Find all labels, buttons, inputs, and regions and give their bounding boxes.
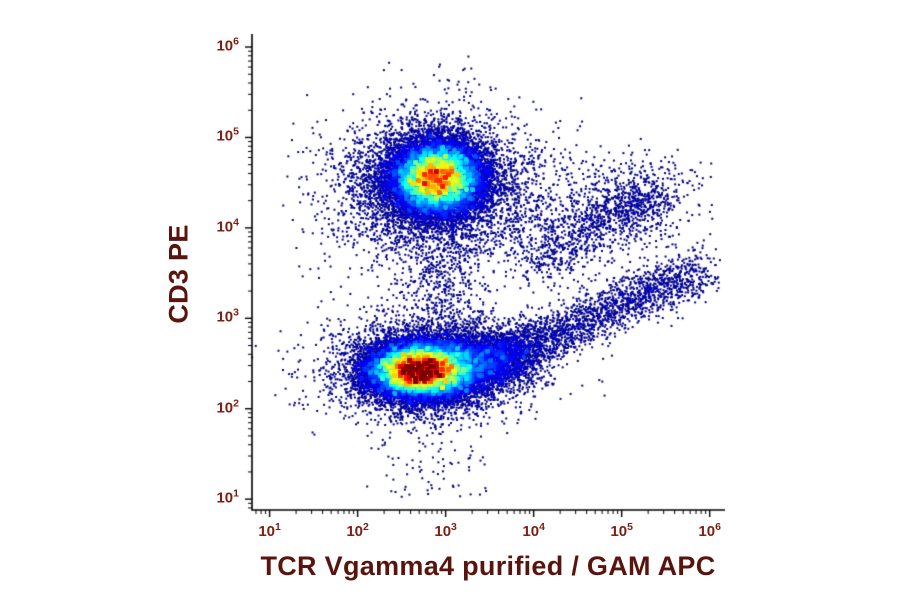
y-tick-label: 101 [216, 487, 239, 507]
y-tick-label: 106 [216, 35, 239, 55]
y-tick-label: 103 [216, 306, 239, 326]
y-tick-label: 104 [216, 216, 239, 236]
y-axis-label: CD3 PE [163, 224, 194, 324]
y-tick-label: 102 [216, 397, 239, 417]
x-tick-label: 105 [610, 521, 633, 540]
x-tick-label: 104 [522, 521, 545, 540]
x-axis-label: TCR Vgamma4 purified / GAM APC [260, 551, 716, 581]
x-tick-label: 101 [258, 521, 281, 540]
y-tick-label: 105 [216, 125, 239, 145]
x-tick-label: 102 [346, 521, 369, 540]
x-tick-label: 106 [698, 521, 721, 540]
x-tick-label: 103 [434, 521, 457, 540]
